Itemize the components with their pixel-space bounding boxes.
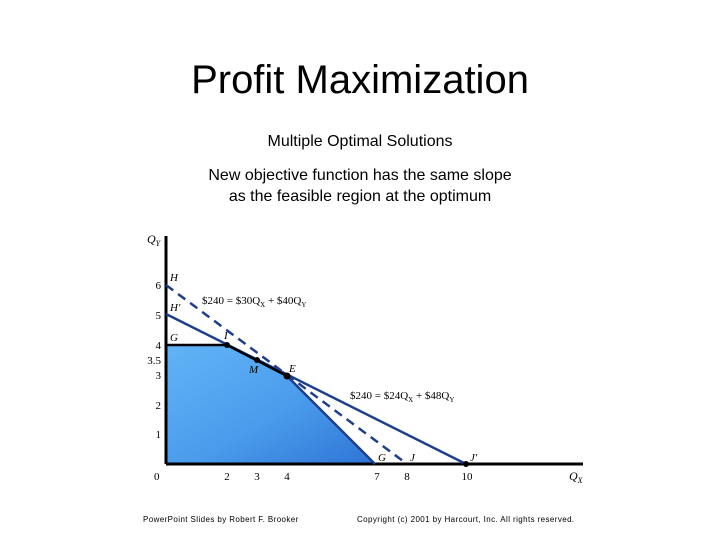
label-e: E	[288, 363, 296, 375]
point-i	[224, 342, 230, 348]
objective-line-h-prime-j-prime	[165, 312, 467, 466]
slide-description: New objective function has the same slop…	[0, 165, 720, 207]
x-tick-3: 3	[254, 471, 260, 483]
x-tick-8: 8	[404, 471, 410, 483]
label-j-prime: J′	[470, 452, 478, 464]
y-tick-4: 4	[156, 340, 162, 352]
equation-1: $240 = $30QX + $40QY	[202, 295, 306, 309]
point-m	[254, 357, 260, 363]
y-tick-3: 3	[156, 370, 162, 382]
slide-title: Profit Maximization	[191, 58, 529, 102]
label-i: I	[223, 330, 229, 342]
y-tick-3-5: 3.5	[147, 355, 161, 367]
x-tick-7: 7	[374, 471, 380, 483]
constraint-line-e-g	[286, 375, 376, 465]
footer-copyright: Copyright (c) 2001 by Harcourt, Inc. All…	[357, 515, 575, 524]
y-axis-label: QY	[147, 232, 162, 248]
y-tick-2: 2	[156, 400, 162, 412]
label-j: J	[410, 452, 416, 464]
x-axis-label: QX	[569, 469, 584, 485]
y-tick-1: 1	[156, 429, 162, 441]
label-h: H	[169, 272, 179, 284]
origin-label: 0	[154, 471, 160, 483]
label-h-prime: H′	[169, 302, 181, 314]
label-g-x: G	[378, 452, 386, 464]
y-tick-6: 6	[156, 280, 162, 292]
slide-subtitle: Multiple Optimal Solutions	[267, 133, 453, 150]
description-line-2: as the feasible region at the optimum	[228, 188, 492, 205]
equation-2: $240 = $24QX + $48QY	[350, 390, 454, 404]
y-tick-5: 5	[156, 310, 162, 322]
point-j-prime	[463, 461, 469, 467]
label-g-y: G	[170, 332, 178, 344]
x-tick-10: 10	[462, 471, 474, 483]
point-e	[283, 372, 291, 380]
label-m: M	[248, 364, 259, 376]
x-tick-2: 2	[224, 471, 230, 483]
x-tick-4: 4	[284, 471, 290, 483]
feasible-region	[166, 345, 375, 464]
footer-credit: PowerPoint Slides by Robert F. Brooker	[143, 515, 299, 524]
description-line-1: New objective function has the same slop…	[208, 167, 512, 184]
